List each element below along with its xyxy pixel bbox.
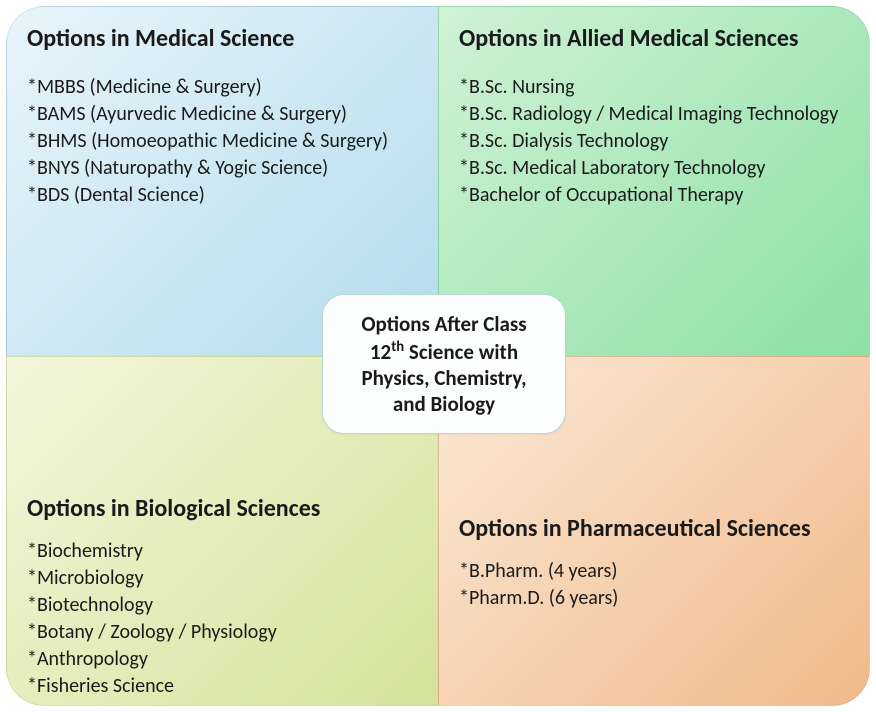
center-title-box: Options After Class 12th Science with Ph… bbox=[322, 294, 566, 434]
center-line-post: Science with bbox=[404, 339, 518, 365]
quadrant-title: Options in Allied Medical Sciences bbox=[459, 25, 849, 54]
list-item: *MBBS (Medicine & Surgery) bbox=[27, 74, 417, 101]
list-item: *B.Sc. Dialysis Technology bbox=[459, 128, 849, 155]
list-item: *Microbiology bbox=[27, 565, 417, 592]
list-item: *BHMS (Homoeopathic Medicine & Surgery) bbox=[27, 128, 417, 155]
center-line-sup: th bbox=[391, 337, 404, 355]
center-line: Options After Class bbox=[361, 311, 526, 337]
list-item: *Bachelor of Occupational Therapy bbox=[459, 182, 849, 209]
quadrant-list-tr: *B.Sc. Nursing *B.Sc. Radiology / Medica… bbox=[459, 74, 849, 209]
list-item: *Biochemistry bbox=[27, 538, 417, 565]
quadrant-list-br: *B.Pharm. (4 years) *Pharm.D. (6 years) bbox=[459, 558, 849, 612]
list-item: *BNYS (Naturopathy & Yogic Science) bbox=[27, 155, 417, 182]
list-item: *BAMS (Ayurvedic Medicine & Surgery) bbox=[27, 101, 417, 128]
quadrant-list-bl: *Biochemistry *Microbiology *Biotechnolo… bbox=[27, 538, 417, 700]
center-line: and Biology bbox=[393, 391, 495, 417]
center-line: 12th Science with bbox=[370, 339, 518, 365]
list-item: *Anthropology bbox=[27, 646, 417, 673]
center-line: Physics, Chemistry, bbox=[361, 365, 526, 391]
list-item: *Pharm.D. (6 years) bbox=[459, 585, 849, 612]
center-title-text: Options After Class 12th Science with Ph… bbox=[361, 311, 526, 418]
list-item: *Botany / Zoology / Physiology bbox=[27, 619, 417, 646]
list-item: *B.Sc. Radiology / Medical Imaging Techn… bbox=[459, 101, 849, 128]
list-item: *B.Sc. Nursing bbox=[459, 74, 849, 101]
quadrant-title: Options in Biological Sciences bbox=[27, 495, 417, 524]
quadrant-title: Options in Medical Science bbox=[27, 25, 417, 54]
list-item: *B.Pharm. (4 years) bbox=[459, 558, 849, 585]
quadrant-title: Options in Pharmaceutical Sciences bbox=[459, 515, 849, 544]
quadrant-container: Options in Medical Science *MBBS (Medici… bbox=[6, 6, 870, 706]
list-item: *B.Sc. Medical Laboratory Technology bbox=[459, 155, 849, 182]
list-item: *Fisheries Science bbox=[27, 673, 417, 700]
list-item: *Biotechnology bbox=[27, 592, 417, 619]
quadrant-list-tl: *MBBS (Medicine & Surgery) *BAMS (Ayurve… bbox=[27, 74, 417, 209]
center-line-pre: 12 bbox=[370, 339, 391, 365]
list-item: *BDS (Dental Science) bbox=[27, 182, 417, 209]
